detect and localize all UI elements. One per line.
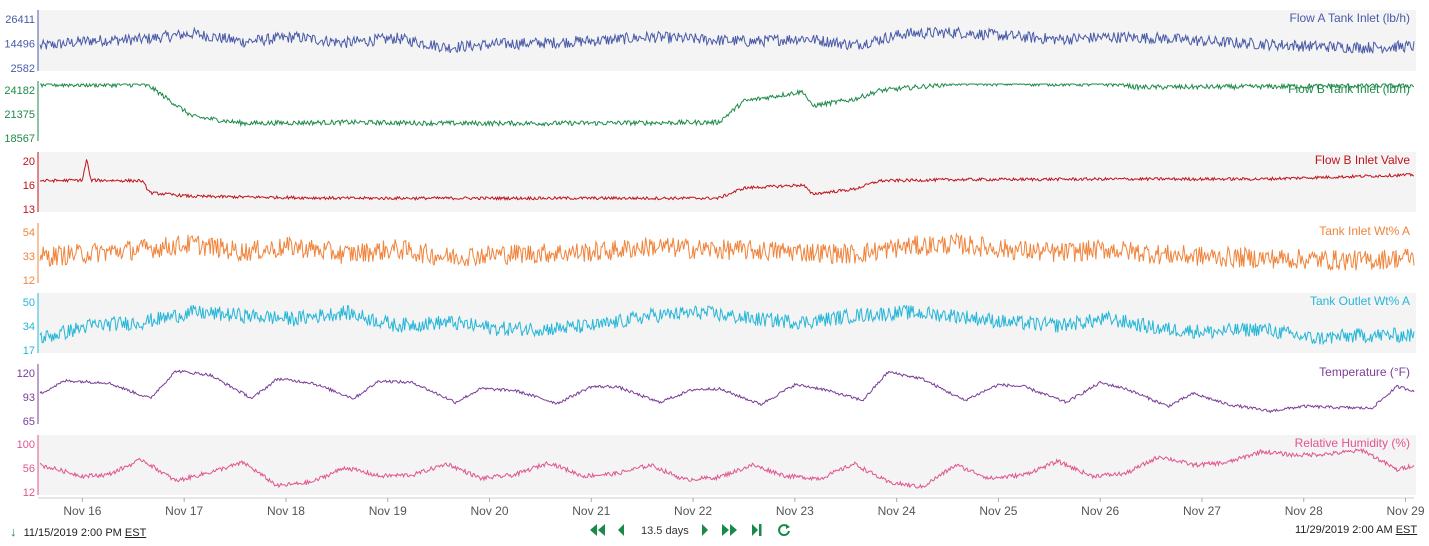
panel-background [38,293,1416,353]
panel-title: Relative Humidity (%) [1295,436,1410,450]
series-line [39,369,1415,414]
left-arrow-icon [618,524,624,536]
time-span-label[interactable]: 13.5 days [641,525,689,537]
jump-forward-far-button[interactable] [721,522,739,538]
right-arrow-icon [702,524,708,536]
x-tick-label: Nov 27 [1183,504,1221,518]
refresh-button[interactable] [777,522,791,538]
jump-back-far-button[interactable] [588,522,606,538]
time-navigation-bar: ↓ 11/15/2019 2:00 PM EST 13.5 days 11/29… [0,518,1429,546]
y-tick-label: 56 [23,463,35,475]
y-tick-label: 24182 [4,85,35,97]
y-tick-label: 100 [17,439,35,451]
step-forward-button[interactable] [700,522,710,538]
double-left-arrow-icon [590,524,605,536]
start-timezone-link[interactable]: EST [124,527,147,539]
x-tick-label: Nov 24 [878,504,916,518]
chart-panel-1: 26411 14496 2582 Flow A Tank Inlet (lb/h) [4,10,1416,75]
y-tick-label: 17 [23,345,35,357]
chart: 26411 14496 2582 Flow A Tank Inlet (lb/h) 24… [4,10,1425,518]
y-tick-label: 2582 [11,63,35,75]
x-tick-label: Nov 16 [63,504,101,518]
double-right-arrow-icon [722,524,737,536]
step-back-button[interactable] [616,522,626,538]
y-tick-label: 34 [23,321,35,333]
panel-background [38,152,1416,212]
y-tick-label: 93 [23,392,35,404]
x-tick-label: Nov 23 [776,504,814,518]
x-axis: Nov 16 Nov 17 Nov 18 Nov 19 Nov 20 Nov 21 Nov … [38,497,1425,518]
y-tick-label: 13 [23,204,35,216]
x-tick-label: Nov 20 [471,504,509,518]
chart-panel-3: 20 16 13 Flow B Inlet Valve [23,152,1416,216]
x-tick-label: Nov 17 [165,504,203,518]
series-line [40,82,1415,128]
start-time[interactable]: ↓ 11/15/2019 2:00 PM EST [10,524,146,539]
y-tick-label: 26411 [5,14,35,26]
y-tick-label: 120 [17,368,35,380]
end-time-label: 11/29/2019 2:00 AM [1295,524,1393,536]
x-tick-label: Nov 19 [369,504,407,518]
chart-panel-2: 24182 21375 18567 Flow B Tank Inlet (lb/h) [4,81,1415,145]
chart-panel-4: 54 33 12 Tank Inlet Wt% A [23,223,1415,287]
download-arrow-icon[interactable]: ↓ [10,524,17,539]
y-tick-label: 65 [23,416,35,428]
chart-panel-5: 50 34 17 Tank Outlet Wt% A [23,293,1416,357]
series-line [39,26,1415,55]
panel-background [38,10,1416,71]
jump-to-end-button[interactable] [751,522,763,538]
chart-panel-7: 100 56 12 Relative Humidity (%) [17,435,1416,499]
y-tick-label: 14496 [4,39,35,51]
panel-title: Tank Inlet Wt% A [1319,224,1410,238]
series-line [39,304,1415,346]
refresh-icon [778,524,790,537]
start-time-label: 11/15/2019 2:00 PM [23,527,122,539]
series-line [39,232,1415,272]
y-tick-label: 54 [23,227,35,239]
y-tick-label: 33 [23,251,35,263]
x-tick-label: Nov 21 [572,504,610,518]
y-tick-label: 18567 [4,133,35,145]
panel-title: Flow A Tank Inlet (lb/h) [1289,11,1410,25]
panel-background [38,435,1416,495]
y-tick-label: 21375 [4,109,35,121]
chart-panel-6: 120 93 65 Temperature (°F) [17,364,1415,428]
end-time[interactable]: 11/29/2019 2:00 AM EST [1295,524,1417,536]
skip-to-end-icon [752,524,762,536]
y-tick-label: 50 [23,297,35,309]
y-tick-label: 12 [23,275,35,287]
panel-title: Temperature (°F) [1319,365,1410,379]
series-line [39,448,1415,489]
panel-title: Flow B Tank Inlet (lb/h) [1288,82,1410,96]
series-line [39,159,1415,201]
y-tick-label: 20 [23,156,35,168]
x-tick-label: Nov 26 [1081,504,1119,518]
x-tick-label: Nov 18 [267,504,305,518]
y-tick-label: 16 [23,180,35,192]
y-tick-label: 12 [23,487,35,499]
panel-title: Flow B Inlet Valve [1315,153,1410,167]
x-tick-label: Nov 29 [1387,504,1425,518]
x-tick-label: Nov 28 [1285,504,1323,518]
x-tick-label: Nov 22 [674,504,712,518]
end-timezone-link[interactable]: EST [1395,524,1418,536]
x-tick-label: Nov 25 [979,504,1017,518]
panel-title: Tank Outlet Wt% A [1310,294,1410,308]
